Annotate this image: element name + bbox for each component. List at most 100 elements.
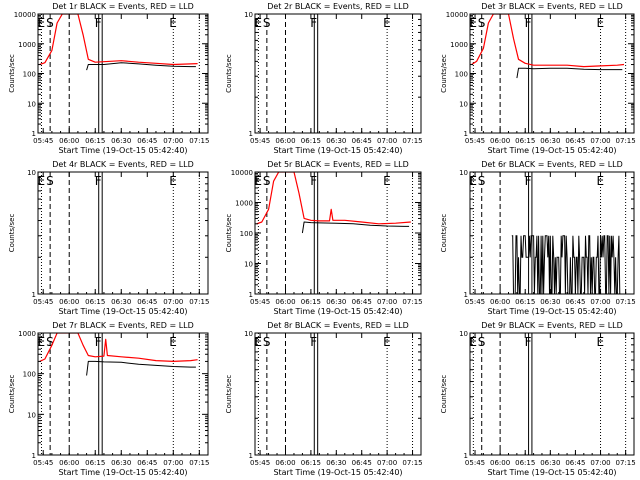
chart-1-ytick-label-1: 1 [32,130,36,138]
chart-4-frame [37,171,209,295]
chart-6-marker-label-4: F [525,174,532,188]
chart-2-marker-label-6: E [383,16,391,30]
chart-9-marker-label-2: S [478,335,486,349]
chart-1-frame [37,13,209,134]
chart-4-xtick-label-4: 06:30 [111,298,131,306]
chart-8-marker-label-2: S [263,335,271,349]
chart-6-ytick-label-2: 10 [459,169,468,177]
chart-5-xtick-label-7: 07:15 [402,298,422,306]
chart-7-xtick-label-1: 05:45 [33,459,53,467]
chart-7-marker-label-6: E [169,335,177,349]
chart-6-xtick-label-4: 06:30 [540,298,560,306]
chart-9-ytick-label-1: 1 [464,452,468,460]
chart-3-marker-label-4: F [525,16,532,30]
chart-5-xtick-label-2: 06:00 [275,298,295,306]
chart-9-xtick-label-6: 07:00 [590,459,610,467]
chart-3-series-1 [471,14,625,68]
chart-5-marker-label-1: E [254,174,262,188]
chart-5-xtick-label-1: 05:45 [250,298,270,306]
chart-6-xtick-label-6: 07:00 [590,298,610,306]
chart-3-marker-label-1: E [469,16,477,30]
chart-1-xtick-label-2: 06:00 [59,137,79,145]
chart-2-xtick-label-3: 06:15 [301,137,321,145]
chart-2-xtick-label-2: 06:00 [275,137,295,145]
chart-3-xtick-label-6: 07:00 [590,137,610,145]
chart-3-ylabel: Counts/sec [440,54,448,93]
chart-7-title: Det 7r BLACK = Events, RED = LLD [52,321,194,330]
chart-5-xtick-label-6: 07:00 [377,298,397,306]
chart-1-title: Det 1r BLACK = Events, RED = LLD [52,2,194,11]
chart-7-xlabel: Start Time (19-Oct-15 05:42:40) [58,468,187,477]
chart-6-xtick-label-3: 06:15 [515,298,535,306]
chart-8-xtick-label-1: 05:45 [250,459,270,467]
chart-6-series-1 [511,235,621,294]
chart-7-xtick-label-6: 07:00 [163,459,183,467]
chart-5-series-2 [301,221,410,234]
chart-4-xlabel: Start Time (19-Oct-15 05:42:40) [58,307,187,316]
chart-2-ytick-label-1: 1 [249,130,253,138]
chart-9-ytick-label-2: 10 [459,330,468,338]
chart-9-marker-label-1: E [469,335,477,349]
chart-1-marker-label-4: F [95,16,102,30]
chart-5-ytick-label-5: 10000 [231,169,253,177]
chart-6-marker-label-1: E [469,174,477,188]
chart-8-xtick-label-7: 07:15 [402,459,422,467]
chart-1-ytick-label-2: 10 [27,100,36,108]
chart-1-marker-label-6: E [169,16,177,30]
chart-1-ylabel: Counts/sec [8,54,16,93]
chart-9-xtick-label-7: 07:15 [616,459,636,467]
chart-3-ytick-label-3: 100 [455,71,468,79]
chart-8-marker-label-6: E [383,335,391,349]
chart-7-series-2 [86,360,196,376]
chart-5-xtick-label-4: 06:30 [326,298,346,306]
chart-9-ylabel: Counts/sec [440,375,448,414]
chart-7-ytick-label-3: 100 [23,371,36,379]
chart-3-xtick-label-2: 06:00 [490,137,510,145]
chart-6-xlabel: Start Time (19-Oct-15 05:42:40) [487,307,616,316]
chart-6-xtick-label-1: 05:45 [465,298,485,306]
chart-5-ytick-label-4: 1000 [235,200,253,208]
chart-3-xtick-label-1: 05:45 [465,137,485,145]
chart-2-xtick-label-5: 06:45 [352,137,372,145]
chart-1-xtick-label-1: 05:45 [33,137,53,145]
chart-7-frame [37,332,209,456]
chart-4-xtick-label-3: 06:15 [85,298,105,306]
chart-7-marker-label-4: F [95,335,102,349]
chart-4-title: Det 4r BLACK = Events, RED = LLD [52,160,194,169]
chart-1-xlabel: Start Time (19-Oct-15 05:42:40) [58,146,187,155]
chart-8-ytick-label-2: 10 [244,330,253,338]
chart-4-marker-label-1: E [37,174,45,188]
chart-4-ytick-label-2: 10 [27,169,36,177]
chart-7-series-1 [39,333,198,362]
chart-3-xtick-label-7: 07:15 [616,137,636,145]
chart-6-marker-label-2: S [478,174,486,188]
chart-3-marker-label-6: E [597,16,605,30]
chart-2-xtick-label-4: 06:30 [326,137,346,145]
chart-4-xtick-label-2: 06:00 [59,298,79,306]
chart-5-marker-label-4: F [310,174,317,188]
chart-1-marker-label-1: E [37,16,45,30]
chart-2-xlabel: Start Time (19-Oct-15 05:42:40) [273,146,402,155]
chart-1-xtick-label-5: 06:45 [137,137,157,145]
chart-2-ylabel: Counts/sec [225,54,233,93]
chart-5-xtick-label-3: 06:15 [301,298,321,306]
chart-2-marker-label-4: F [310,16,317,30]
chart-7-ylabel: Counts/sec [8,375,16,414]
chart-2-xtick-label-1: 05:45 [250,137,270,145]
chart-7-xtick-label-5: 06:45 [137,459,157,467]
chart-4-xtick-label-1: 05:45 [33,298,53,306]
chart-9-xtick-label-1: 05:45 [465,459,485,467]
chart-7-ytick-label-2: 10 [27,411,36,419]
chart-2-marker-label-1: E [254,16,262,30]
chart-7-ytick-label-4: 1000 [18,330,36,338]
chart-8-xlabel: Start Time (19-Oct-15 05:42:40) [273,468,402,477]
chart-6-xtick-label-7: 07:15 [616,298,636,306]
chart-3-xtick-label-4: 06:30 [540,137,560,145]
chart-7-xtick-label-2: 06:00 [59,459,79,467]
chart-3-ytick-label-5: 10000 [446,11,468,19]
chart-5-ytick-label-1: 1 [249,291,253,299]
chart-3-series-2 [516,67,623,79]
chart-7-ytick-label-1: 1 [32,452,36,460]
